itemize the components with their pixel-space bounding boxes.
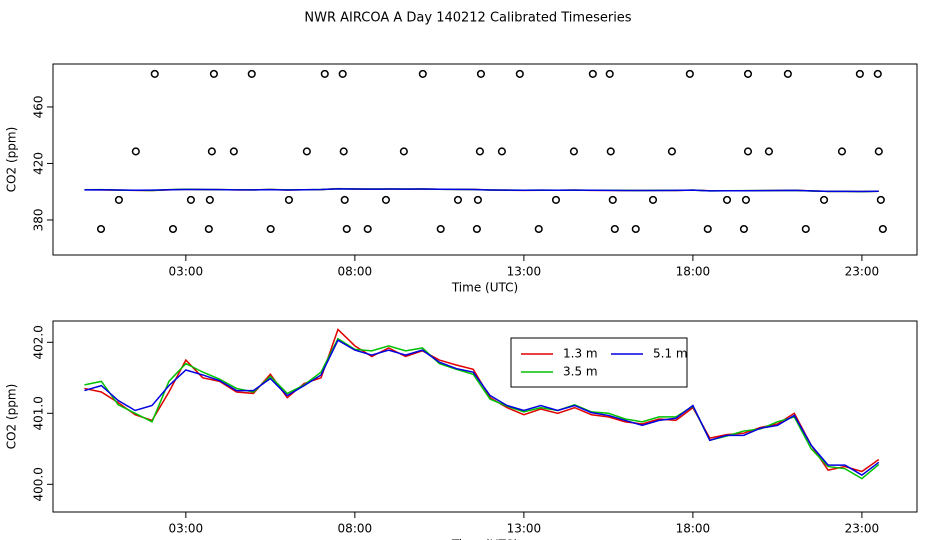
point — [476, 69, 485, 78]
x-tick-label: 03:00 — [169, 522, 204, 536]
x-tick-label: 08:00 — [338, 522, 373, 536]
series-line — [84, 188, 879, 193]
point — [551, 195, 561, 204]
point — [150, 69, 159, 78]
point — [168, 224, 178, 234]
point — [418, 69, 427, 78]
plot-frame — [52, 63, 918, 256]
point — [739, 224, 748, 234]
x-tick-label: 08:00 — [338, 265, 373, 279]
point — [473, 195, 482, 204]
point — [207, 147, 216, 156]
point — [588, 69, 597, 78]
point — [284, 195, 293, 204]
point — [205, 195, 214, 204]
legend-label: 5.1 m — [653, 347, 688, 361]
point — [685, 69, 694, 78]
x-axis-label: Time (UTC) — [451, 281, 518, 295]
y-tick-label: 420 — [32, 152, 46, 175]
point — [569, 147, 578, 156]
point — [114, 195, 123, 204]
point — [96, 224, 106, 234]
x-axis-label: Time (UTC) — [451, 538, 518, 540]
y-tick-label: 380 — [32, 209, 46, 232]
point — [204, 224, 213, 234]
x-tick-label: 13:00 — [507, 265, 542, 279]
point — [610, 224, 619, 234]
point — [338, 69, 347, 78]
point — [874, 147, 883, 156]
point — [363, 224, 372, 234]
y-tick-label: 460 — [32, 95, 46, 118]
point — [453, 195, 463, 204]
point — [648, 195, 658, 204]
point — [229, 147, 238, 156]
point — [340, 195, 349, 204]
y-axis-label: CO2 (ppm) — [5, 127, 19, 193]
x-tick-label: 18:00 — [676, 265, 711, 279]
series-line — [84, 339, 880, 476]
x-tick-label: 03:00 — [169, 265, 204, 279]
point — [837, 147, 847, 156]
point — [783, 69, 792, 78]
point — [266, 224, 275, 234]
point — [381, 195, 391, 204]
point — [631, 224, 640, 234]
point — [608, 195, 617, 204]
point — [342, 224, 351, 234]
x-tick-label: 23:00 — [845, 522, 880, 536]
x-tick-label: 13:00 — [507, 522, 542, 536]
x-tick-label: 18:00 — [676, 522, 711, 536]
point — [667, 147, 676, 156]
point — [131, 147, 140, 156]
y-tick-label: 401.0 — [32, 396, 46, 430]
point — [399, 147, 408, 156]
point — [876, 195, 885, 204]
point — [534, 224, 543, 234]
point — [302, 147, 311, 156]
point — [878, 224, 887, 234]
point — [764, 147, 773, 156]
plot-frame — [52, 320, 918, 513]
point — [741, 195, 751, 204]
legend-box — [510, 337, 688, 388]
point — [743, 147, 753, 156]
point — [475, 147, 484, 156]
y-tick-label: 400.0 — [32, 467, 46, 501]
point — [436, 224, 445, 234]
point — [606, 147, 615, 156]
legend-label: 1.3 m — [563, 347, 598, 361]
y-axis-label: CO2 (ppm) — [5, 384, 19, 450]
point — [186, 195, 195, 204]
point — [855, 69, 864, 78]
point — [801, 224, 810, 234]
series-line — [84, 337, 880, 480]
point — [722, 195, 732, 204]
point — [873, 69, 882, 78]
chart-title: NWR AIRCOA A Day 140212 Calibrated Times… — [304, 11, 631, 26]
y-tick-label: 402.0 — [32, 325, 46, 359]
legend-label: 3.5 m — [563, 365, 598, 379]
point — [743, 69, 753, 78]
point — [247, 69, 256, 78]
point — [497, 147, 506, 156]
point — [515, 69, 524, 78]
point — [703, 224, 712, 234]
x-tick-label: 23:00 — [845, 265, 880, 279]
point — [339, 147, 348, 156]
point — [320, 69, 329, 78]
point — [472, 224, 481, 234]
point — [209, 69, 218, 78]
point — [819, 195, 829, 204]
point — [605, 69, 614, 78]
